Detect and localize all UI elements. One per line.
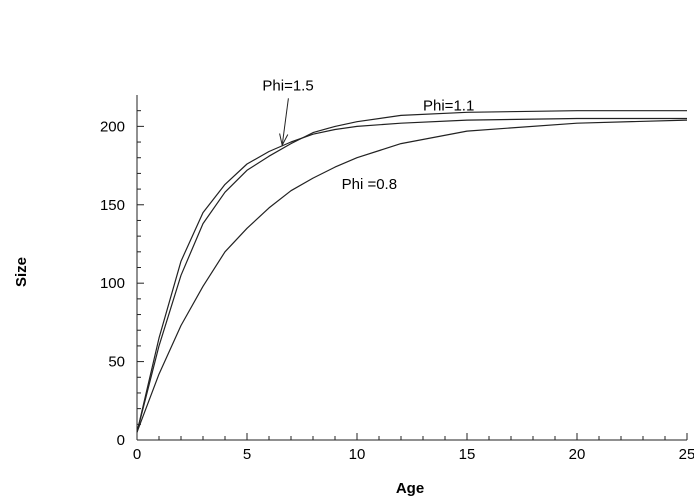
x-tick-label: 10 [349,446,366,463]
x-tick-label: 25 [679,446,694,463]
series-line-3 [136,119,688,433]
annotation-arrow-head [279,133,289,147]
y-tick-label: 150 [100,197,125,214]
y-axis-title: Size [13,257,30,287]
x-tick-label: 20 [569,446,586,463]
y-tick-label: 100 [100,275,125,292]
x-tick-label: 5 [243,446,251,463]
series-layer [136,110,688,433]
y-tick-label: 200 [100,118,125,135]
curve-annotation-1: Phi=1.5 [262,77,313,94]
x-tick-label: 15 [459,446,476,463]
annotation-layer: Phi=1.5 Phi=1.1 Phi =0.8 [262,77,474,193]
curve-annotation-2: Phi=1.1 [423,98,474,115]
curve-annotation-3: Phi =0.8 [342,176,397,193]
y-tick-label: 0 [117,432,125,449]
x-axis-title: Age [396,480,424,497]
axes: 0 5 10 15 20 25 0 50 100 150 200 [100,95,694,463]
series-line-2 [136,110,687,433]
series-line-1 [136,117,687,433]
y-tick-label: 50 [108,354,125,371]
x-tick-label: 0 [133,446,141,463]
annotation-arrow-line [281,98,289,146]
